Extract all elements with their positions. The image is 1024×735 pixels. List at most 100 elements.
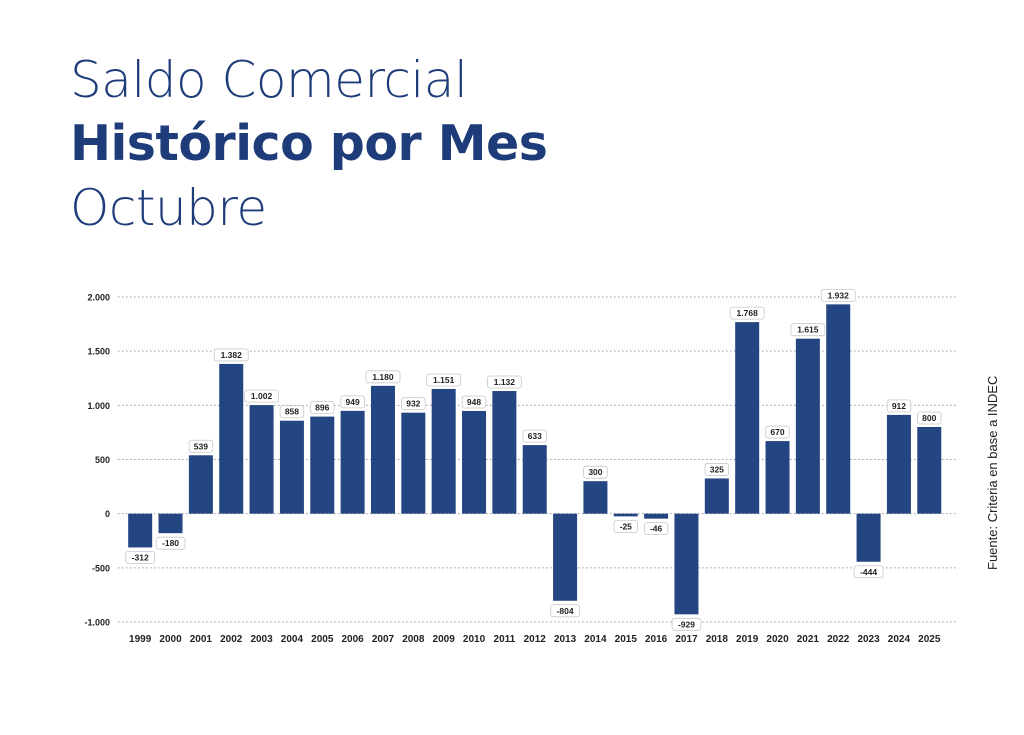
bar <box>158 513 183 534</box>
data-label: 1.615 <box>797 325 819 335</box>
data-label: 633 <box>528 431 542 441</box>
x-tick-label: 2025 <box>918 634 941 645</box>
bar <box>340 410 365 514</box>
x-tick-label: 2000 <box>159 634 182 645</box>
bar <box>370 385 395 514</box>
data-label: -444 <box>860 567 877 577</box>
bar <box>826 304 851 514</box>
x-tick-label: 2019 <box>736 634 759 645</box>
y-tick-label: 500 <box>95 455 110 465</box>
bar <box>522 445 547 514</box>
data-label-box <box>213 348 249 362</box>
data-label-box <box>522 429 547 443</box>
data-label-box <box>310 401 335 415</box>
data-label-box <box>583 465 608 479</box>
bar <box>401 412 426 514</box>
data-label: 300 <box>588 467 602 477</box>
data-label: 1.382 <box>221 350 243 360</box>
y-tick-label: -1.000 <box>84 618 110 628</box>
x-tick-label: 2018 <box>706 634 729 645</box>
data-label: 325 <box>710 464 724 474</box>
data-label: 896 <box>315 403 329 413</box>
data-label: -180 <box>162 538 179 548</box>
data-label-box <box>461 395 487 409</box>
bar <box>219 363 244 514</box>
data-label-box <box>820 288 856 302</box>
x-tick-label: 2016 <box>645 634 668 645</box>
x-tick-label: 2006 <box>342 634 365 645</box>
x-tick-label: 2024 <box>888 634 911 645</box>
bar <box>431 388 456 514</box>
data-label: 948 <box>467 397 481 407</box>
data-label-box <box>886 399 912 413</box>
data-label-box <box>244 389 279 403</box>
y-tick-label: 2.000 <box>87 293 110 303</box>
x-tick-label: 2004 <box>281 634 304 645</box>
data-label: 1.180 <box>372 372 394 382</box>
title-line-1: Saldo Comercial <box>70 51 468 109</box>
data-label: 1.002 <box>251 391 273 401</box>
data-label: 1.768 <box>737 308 759 318</box>
data-label: 800 <box>922 413 936 423</box>
data-label-box <box>188 439 214 453</box>
y-tick-label: 1.000 <box>87 401 110 411</box>
bar <box>553 513 578 601</box>
bar <box>795 338 820 514</box>
bar <box>735 322 760 514</box>
x-tick-label: 2012 <box>524 634 547 645</box>
data-label: 932 <box>406 399 420 409</box>
bar <box>188 455 213 514</box>
data-label-box <box>765 425 790 439</box>
data-label-box <box>853 565 884 579</box>
bar <box>704 478 729 514</box>
title-line-2: Histórico por Mes <box>70 115 548 172</box>
data-label-box <box>550 604 580 618</box>
y-tick-label: -500 <box>92 563 110 573</box>
bar <box>856 513 881 562</box>
x-tick-label: 2007 <box>372 634 395 645</box>
data-label-box <box>155 536 186 550</box>
title-block: Saldo Comercial Histórico por Mes Octubr… <box>70 48 548 240</box>
x-tick-label: 2001 <box>190 634 213 645</box>
x-tick-label: 2015 <box>615 634 638 645</box>
x-tick-label: 2002 <box>220 634 243 645</box>
x-tick-label: 2009 <box>433 634 456 645</box>
data-label-box <box>790 323 826 337</box>
bar <box>644 513 669 519</box>
data-label: 1.151 <box>433 375 455 385</box>
x-tick-label: 2021 <box>797 634 820 645</box>
data-label: 1.132 <box>494 377 516 387</box>
bar <box>492 391 517 514</box>
bar <box>674 513 699 615</box>
bar <box>917 427 942 514</box>
x-tick-label: 2013 <box>554 634 577 645</box>
x-tick-label: 2008 <box>402 634 425 645</box>
bar <box>613 513 638 517</box>
bar <box>583 481 608 514</box>
bar <box>310 416 335 514</box>
x-tick-label: 2022 <box>827 634 850 645</box>
source-note: Fuente: Criteria en base a INDEC <box>985 375 1000 570</box>
data-label: -46 <box>650 524 663 534</box>
data-label-box <box>426 373 462 387</box>
y-tick-label: 0 <box>105 509 110 519</box>
x-tick-label: 2005 <box>311 634 334 645</box>
bar <box>886 414 911 514</box>
data-label: 912 <box>892 401 906 411</box>
bar <box>279 420 304 514</box>
data-label: 670 <box>770 427 784 437</box>
x-tick-label: 2023 <box>857 634 880 645</box>
y-tick-label: 1.500 <box>87 347 110 357</box>
data-label-box <box>917 411 942 425</box>
data-label: 1.932 <box>828 290 850 300</box>
data-label-box <box>671 617 702 631</box>
data-label-box <box>613 519 638 533</box>
data-label: 858 <box>285 407 299 417</box>
data-label-box <box>279 405 305 419</box>
bar <box>462 410 487 514</box>
data-label: -929 <box>678 619 695 629</box>
data-label: 539 <box>194 441 208 451</box>
x-tick-label: 2003 <box>250 634 273 645</box>
data-label-box <box>704 463 730 476</box>
